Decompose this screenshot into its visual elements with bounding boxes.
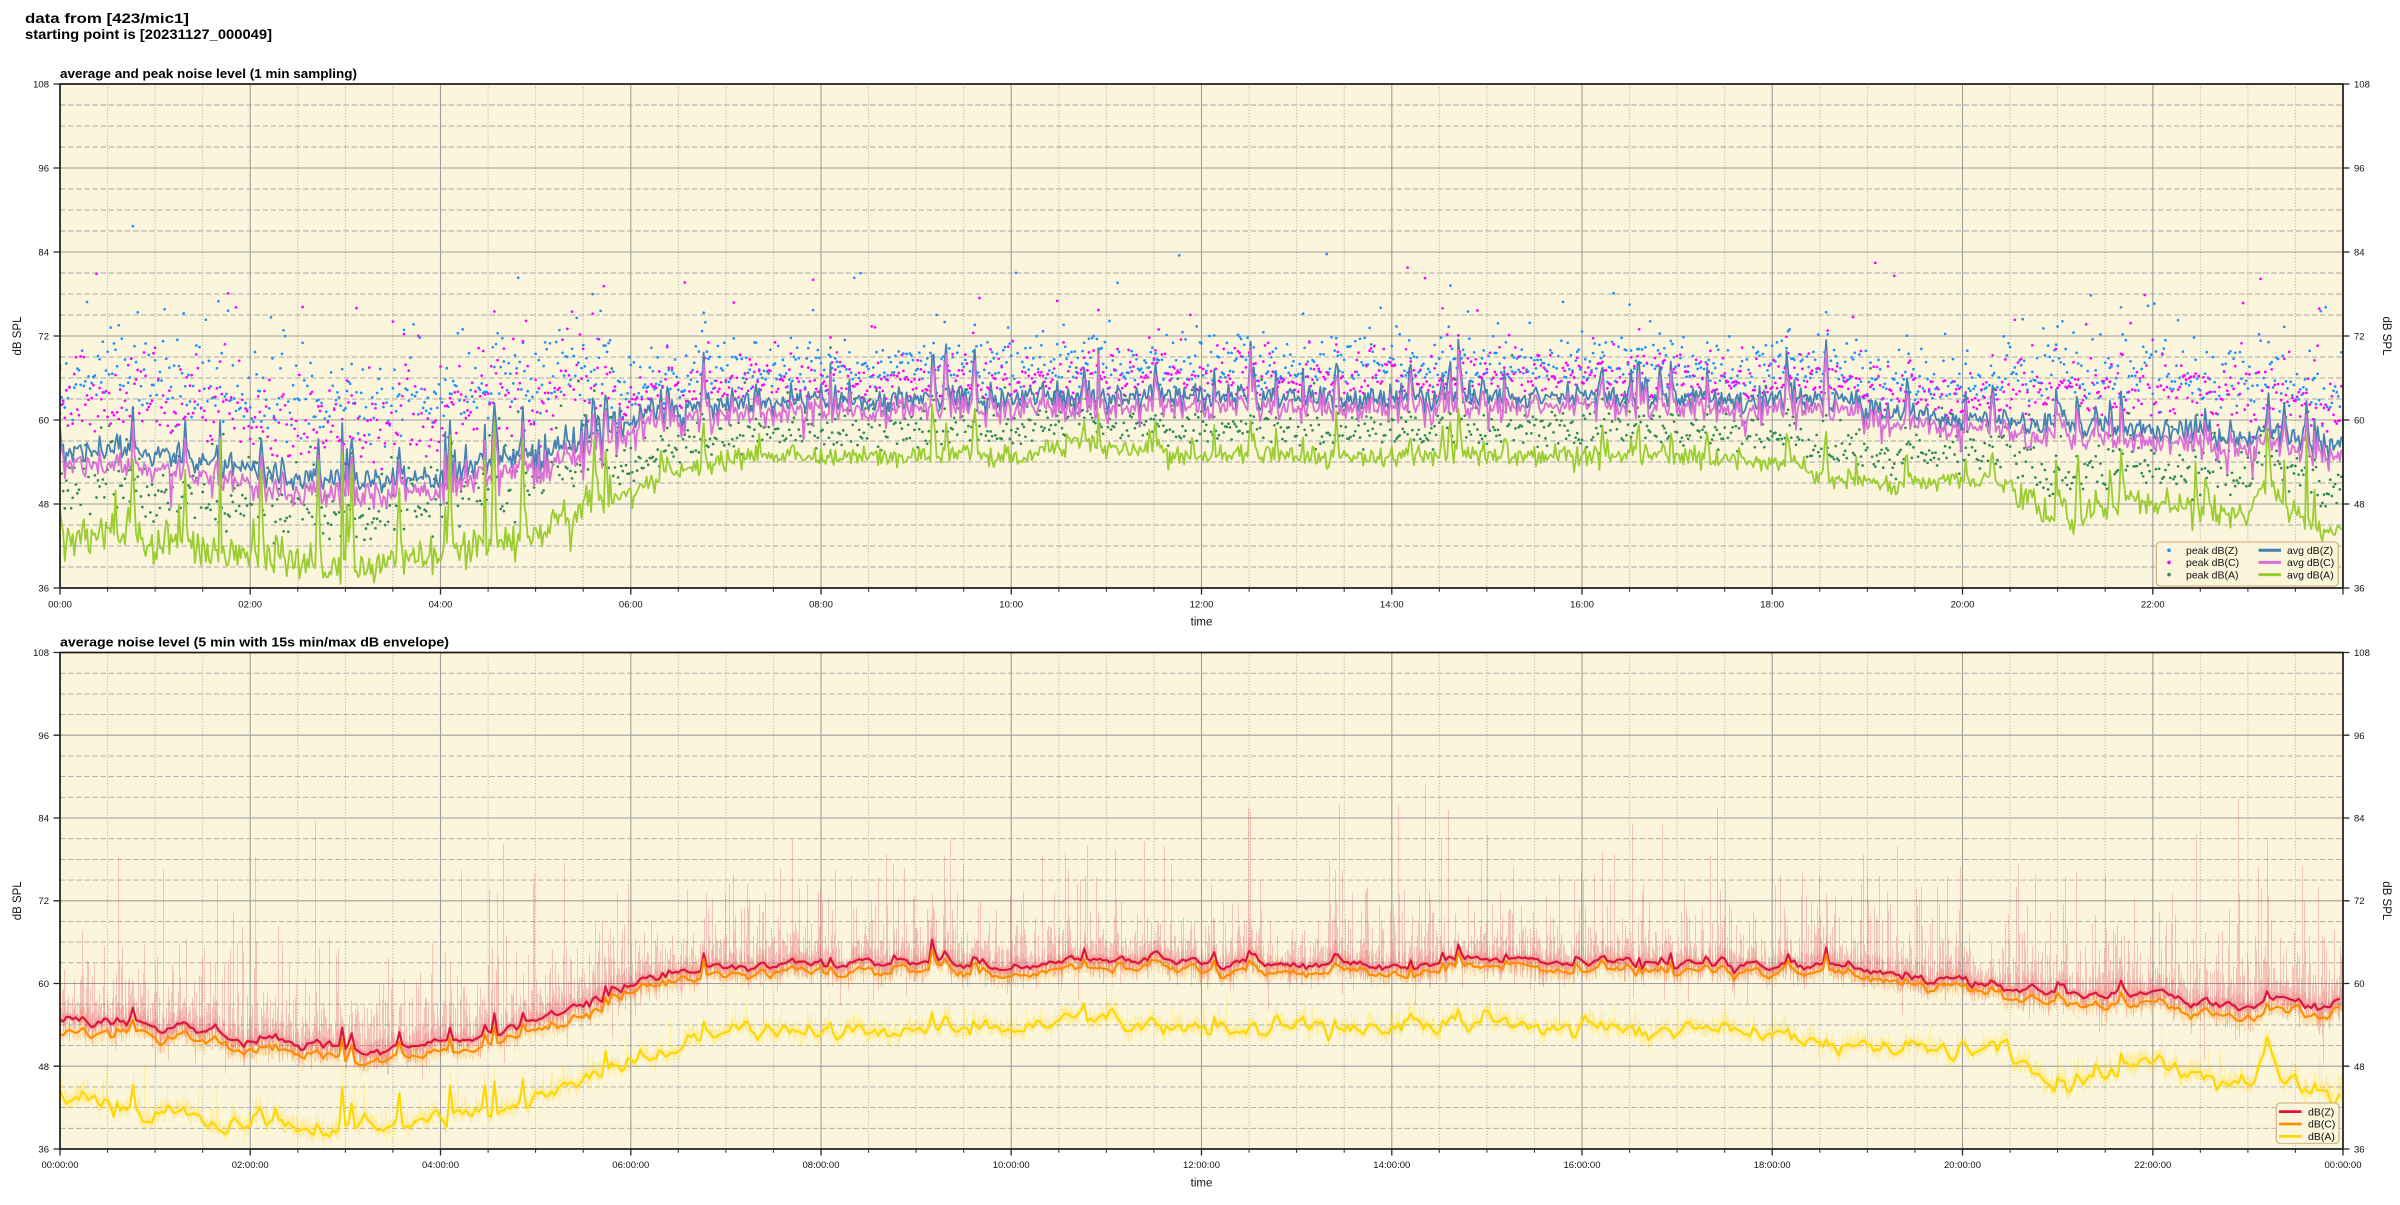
svg-text:04:00:00: 04:00:00 (422, 1160, 459, 1171)
svg-text:20:00:00: 20:00:00 (1944, 1160, 1981, 1171)
svg-text:36: 36 (2354, 1145, 2365, 1156)
svg-text:dB(Z): dB(Z) (2308, 1106, 2334, 1118)
svg-text:data from [423/mic1]: data from [423/mic1] (25, 10, 189, 26)
svg-text:48: 48 (2354, 500, 2365, 511)
svg-text:72: 72 (38, 332, 49, 343)
svg-text:108: 108 (2354, 80, 2370, 91)
svg-text:00:00:00: 00:00:00 (42, 1160, 79, 1171)
svg-text:08:00: 08:00 (809, 600, 833, 611)
svg-text:96: 96 (2354, 164, 2365, 175)
svg-text:average noise level (5 min wit: average noise level (5 min with 15s min/… (60, 635, 449, 650)
svg-text:06:00:00: 06:00:00 (612, 1160, 649, 1171)
svg-text:16:00: 16:00 (1570, 600, 1594, 611)
svg-text:60: 60 (2354, 979, 2365, 990)
svg-text:108: 108 (2354, 648, 2370, 659)
svg-text:10:00:00: 10:00:00 (993, 1160, 1030, 1171)
svg-text:10:00: 10:00 (999, 600, 1023, 611)
svg-text:02:00:00: 02:00:00 (232, 1160, 269, 1171)
svg-text:22:00:00: 22:00:00 (2134, 1160, 2171, 1171)
svg-text:08:00:00: 08:00:00 (803, 1160, 840, 1171)
svg-text:84: 84 (2354, 248, 2365, 259)
svg-text:avg dB(Z): avg dB(Z) (2287, 545, 2333, 557)
svg-text:60: 60 (38, 979, 49, 990)
svg-text:dB(C): dB(C) (2308, 1119, 2335, 1131)
svg-text:12:00: 12:00 (1190, 600, 1214, 611)
svg-text:dB SPL: dB SPL (2380, 881, 2392, 921)
svg-text:00:00: 00:00 (48, 600, 72, 611)
svg-text:84: 84 (38, 248, 49, 259)
svg-text:average and peak noise level (: average and peak noise level (1 min samp… (60, 66, 357, 81)
svg-text:96: 96 (38, 731, 49, 742)
svg-text:36: 36 (38, 584, 49, 595)
svg-text:avg dB(A): avg dB(A) (2287, 569, 2334, 581)
svg-text:60: 60 (38, 416, 49, 427)
svg-text:02:00: 02:00 (238, 600, 262, 611)
svg-text:16:00:00: 16:00:00 (1564, 1160, 1601, 1171)
svg-text:72: 72 (2354, 896, 2365, 907)
svg-text:60: 60 (2354, 416, 2365, 427)
svg-text:06:00: 06:00 (619, 600, 643, 611)
svg-text:36: 36 (38, 1145, 49, 1156)
svg-text:14:00: 14:00 (1380, 600, 1404, 611)
svg-text:12:00:00: 12:00:00 (1183, 1160, 1220, 1171)
svg-text:dB SPL: dB SPL (12, 881, 24, 921)
svg-text:14:00:00: 14:00:00 (1373, 1160, 1410, 1171)
svg-text:dB SPL: dB SPL (12, 316, 24, 356)
svg-text:time: time (1191, 1178, 1213, 1190)
svg-text:dB(A): dB(A) (2308, 1131, 2335, 1143)
svg-text:peak dB(C): peak dB(C) (2186, 557, 2239, 569)
svg-text:18:00: 18:00 (1760, 600, 1784, 611)
svg-text:00:00:00: 00:00:00 (2325, 1160, 2362, 1171)
svg-text:18:00:00: 18:00:00 (1754, 1160, 1791, 1171)
svg-text:96: 96 (2354, 731, 2365, 742)
svg-text:72: 72 (2354, 332, 2365, 343)
svg-text:72: 72 (38, 896, 49, 907)
svg-text:04:00: 04:00 (429, 600, 453, 611)
svg-text:peak dB(A): peak dB(A) (2186, 569, 2239, 581)
svg-text:84: 84 (2354, 814, 2365, 825)
svg-text:108: 108 (33, 80, 49, 91)
svg-text:20:00: 20:00 (1951, 600, 1975, 611)
svg-text:22:00: 22:00 (2141, 600, 2165, 611)
svg-text:48: 48 (2354, 1062, 2365, 1073)
svg-text:peak dB(Z): peak dB(Z) (2186, 545, 2238, 557)
svg-text:48: 48 (38, 1062, 49, 1073)
svg-text:starting point is [20231127_00: starting point is [20231127_000049] (25, 26, 272, 42)
svg-text:48: 48 (38, 500, 49, 511)
svg-text:108: 108 (33, 648, 49, 659)
svg-text:dB SPL: dB SPL (2380, 317, 2392, 357)
svg-text:84: 84 (38, 814, 49, 825)
svg-text:time: time (1191, 617, 1213, 629)
svg-text:avg dB(C): avg dB(C) (2287, 557, 2334, 569)
svg-text:96: 96 (38, 164, 49, 175)
svg-text:36: 36 (2354, 584, 2365, 595)
